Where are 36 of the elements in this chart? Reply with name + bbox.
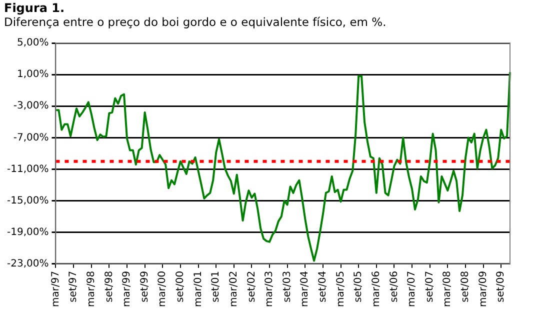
x-tick-label: set/03	[282, 270, 293, 302]
y-tick-label: -7,00%	[13, 132, 49, 144]
y-tick-label: -15,00%	[6, 195, 49, 206]
y-tick-label: -19,00%	[6, 226, 49, 238]
x-tick-label: mar/99	[122, 270, 133, 308]
y-tick-label: 1,00%	[16, 69, 49, 80]
x-tick-label: mar/09	[478, 270, 489, 308]
x-tick-label: set/08	[460, 270, 472, 302]
x-tick-label: mar/06	[370, 270, 382, 308]
x-tick-label: set/01	[210, 270, 222, 302]
x-tick-label: set/97	[68, 270, 80, 302]
x-tick-label: mar/04	[300, 270, 311, 308]
x-tick-label: set/07	[424, 270, 436, 302]
x-tick-label: mar/02	[228, 270, 240, 308]
y-tick-label: 5,00%	[16, 38, 49, 49]
x-tick-label: mar/97	[50, 270, 62, 308]
x-tick-label: set/06	[388, 270, 400, 302]
x-tick-label: mar/98	[86, 270, 97, 308]
x-tick-label: set/02	[246, 270, 258, 302]
x-tick-label: set/04	[318, 270, 329, 302]
y-tick-label: -11,00%	[6, 164, 49, 175]
x-tick-label: mar/07	[406, 270, 418, 308]
x-tick-label: set/98	[104, 270, 115, 302]
x-tick-label: mar/01	[192, 270, 204, 308]
x-tick-label: mar/03	[264, 270, 276, 308]
x-tick-label: set/00	[175, 270, 186, 302]
x-tick-label: set/05	[353, 270, 364, 302]
y-tick-label: -3,00%	[13, 100, 49, 112]
y-tick-label: -23,00%	[6, 258, 49, 270]
chart-title: Figura 1.	[4, 1, 65, 15]
x-tick-label: set/99	[139, 270, 150, 302]
x-tick-label: mar/00	[157, 270, 168, 308]
chart-subtitle: Diferença entre o preço do boi gordo e o equivalente físico, em %.	[4, 15, 386, 29]
x-tick-label: set/09	[496, 270, 507, 302]
x-tick-label: mar/05	[335, 270, 346, 308]
x-tick-label: mar/08	[442, 270, 454, 308]
